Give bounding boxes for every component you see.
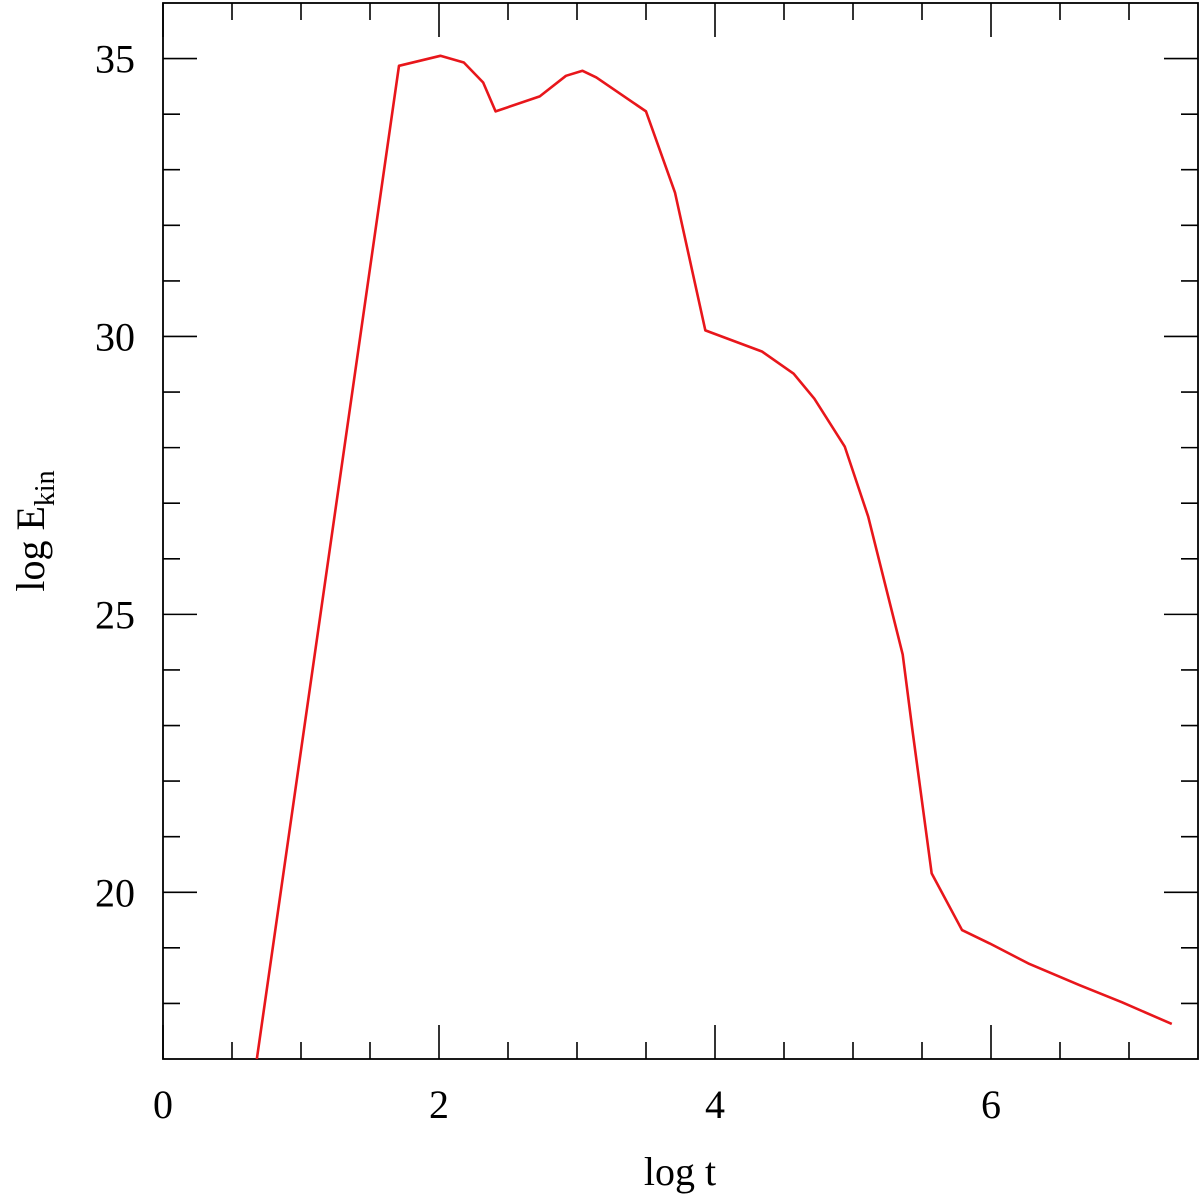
y-tick-label: 25 — [95, 592, 135, 637]
data-line — [255, 54, 1173, 1059]
x-tick-label: 6 — [981, 1082, 1001, 1127]
x-tick-label: 4 — [705, 1082, 725, 1127]
plot-area — [255, 54, 1173, 1059]
plot-frame — [162, 2, 1199, 1060]
y-tick-label: 20 — [95, 870, 135, 915]
x-tick-label: 2 — [429, 1082, 449, 1127]
y-tick-label: 35 — [95, 37, 135, 82]
x-axis-label: log t — [644, 1149, 716, 1194]
x-tick-label: 0 — [153, 1082, 173, 1127]
y-tick-label: 30 — [95, 314, 135, 359]
y-axis-label: log Ekin — [8, 470, 61, 591]
y-axis-label-main: log E — [8, 506, 53, 592]
y-axis-label-sub: kin — [30, 470, 61, 506]
